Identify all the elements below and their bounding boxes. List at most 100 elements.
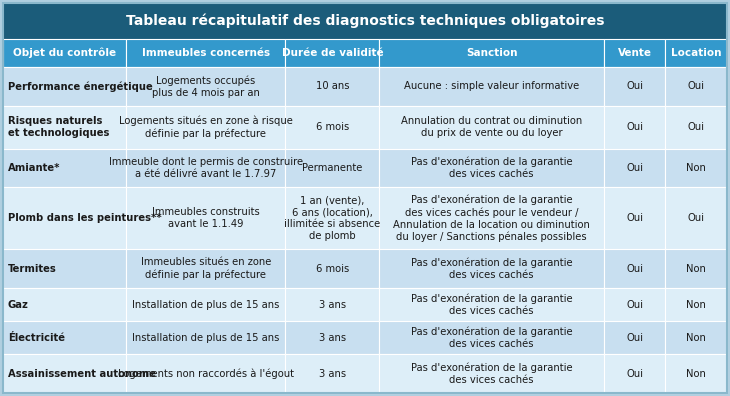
Bar: [3, 3, 727, 39]
Bar: [380, 106, 604, 148]
Text: Électricité: Électricité: [8, 333, 65, 343]
Text: Pas d'exonération de la garantie
des vices cachés: Pas d'exonération de la garantie des vic…: [411, 257, 572, 280]
Text: Performance énergétique: Performance énergétique: [8, 81, 153, 91]
Bar: [126, 321, 285, 354]
Text: Pas d'exonération de la garantie
des vices cachés pour le vendeur /
Annulation d: Pas d'exonération de la garantie des vic…: [393, 194, 590, 242]
Text: Pas d'exonération de la garantie
des vices cachés: Pas d'exonération de la garantie des vic…: [411, 293, 572, 316]
Text: Tableau récapitulatif des diagnostics techniques obligatoires: Tableau récapitulatif des diagnostics te…: [126, 14, 604, 28]
Text: Non: Non: [686, 264, 706, 274]
Text: Oui: Oui: [626, 369, 643, 379]
Bar: [666, 39, 727, 67]
Bar: [604, 67, 666, 106]
Bar: [604, 39, 666, 67]
Bar: [3, 249, 126, 288]
Bar: [380, 354, 604, 393]
Bar: [604, 354, 666, 393]
Bar: [604, 288, 666, 321]
Text: Oui: Oui: [626, 213, 643, 223]
Bar: [3, 67, 126, 106]
Bar: [126, 106, 285, 148]
Text: Sanction: Sanction: [466, 48, 518, 58]
Text: 6 mois: 6 mois: [316, 122, 349, 132]
Bar: [126, 187, 285, 249]
Text: Oui: Oui: [626, 122, 643, 132]
Text: Non: Non: [686, 163, 706, 173]
Text: Location: Location: [671, 48, 721, 58]
Bar: [666, 187, 727, 249]
Text: Oui: Oui: [688, 82, 704, 91]
Text: Annulation du contrat ou diminution
du prix de vente ou du loyer: Annulation du contrat ou diminution du p…: [401, 116, 583, 138]
Bar: [3, 39, 126, 67]
Text: 6 mois: 6 mois: [316, 264, 349, 274]
Bar: [285, 67, 380, 106]
Bar: [604, 187, 666, 249]
Text: Logements situés en zone à risque
définie par la préfecture: Logements situés en zone à risque défini…: [119, 116, 293, 139]
Bar: [604, 106, 666, 148]
Bar: [380, 187, 604, 249]
Bar: [380, 249, 604, 288]
Text: Amiante*: Amiante*: [8, 163, 61, 173]
Text: Pas d'exonération de la garantie
des vices cachés: Pas d'exonération de la garantie des vic…: [411, 326, 572, 349]
Bar: [285, 106, 380, 148]
Bar: [604, 249, 666, 288]
Bar: [666, 106, 727, 148]
Text: Immeubles concernés: Immeubles concernés: [142, 48, 270, 58]
Text: 3 ans: 3 ans: [319, 300, 346, 310]
Text: Gaz: Gaz: [8, 300, 29, 310]
Bar: [666, 67, 727, 106]
Bar: [380, 288, 604, 321]
Bar: [666, 148, 727, 187]
Text: Logements non raccordés à l'égout: Logements non raccordés à l'égout: [118, 368, 293, 379]
Bar: [3, 148, 126, 187]
Text: Oui: Oui: [626, 163, 643, 173]
Bar: [3, 354, 126, 393]
Text: Non: Non: [686, 300, 706, 310]
Bar: [380, 148, 604, 187]
Text: Oui: Oui: [626, 333, 643, 343]
Bar: [3, 288, 126, 321]
Bar: [285, 321, 380, 354]
Bar: [285, 39, 380, 67]
Bar: [126, 288, 285, 321]
Text: Assainissement autonome: Assainissement autonome: [8, 369, 156, 379]
Text: 10 ans: 10 ans: [315, 82, 349, 91]
Text: Oui: Oui: [626, 82, 643, 91]
Bar: [380, 67, 604, 106]
Text: Pas d'exonération de la garantie
des vices cachés: Pas d'exonération de la garantie des vic…: [411, 362, 572, 385]
Text: Oui: Oui: [688, 213, 704, 223]
Bar: [285, 354, 380, 393]
Bar: [3, 106, 126, 148]
Text: 3 ans: 3 ans: [319, 369, 346, 379]
Text: Permanente: Permanente: [302, 163, 363, 173]
Bar: [285, 249, 380, 288]
Text: 3 ans: 3 ans: [319, 333, 346, 343]
Text: Immeuble dont le permis de construire
a été délivré avant le 1.7.97: Immeuble dont le permis de construire a …: [109, 157, 303, 179]
Bar: [666, 354, 727, 393]
Text: Pas d'exonération de la garantie
des vices cachés: Pas d'exonération de la garantie des vic…: [411, 157, 572, 179]
Bar: [126, 67, 285, 106]
Bar: [666, 288, 727, 321]
Text: Non: Non: [686, 369, 706, 379]
Text: Oui: Oui: [688, 122, 704, 132]
Text: Immeubles situés en zone
définie par la préfecture: Immeubles situés en zone définie par la …: [141, 257, 271, 280]
Bar: [3, 321, 126, 354]
Text: Aucune : simple valeur informative: Aucune : simple valeur informative: [404, 82, 580, 91]
Bar: [126, 354, 285, 393]
Text: 1 an (vente),
6 ans (location),
illimitée si absence
de plomb: 1 an (vente), 6 ans (location), illimité…: [284, 195, 380, 241]
Text: Durée de validité: Durée de validité: [282, 48, 383, 58]
Text: Non: Non: [686, 333, 706, 343]
Bar: [126, 249, 285, 288]
Bar: [666, 321, 727, 354]
Bar: [126, 39, 285, 67]
Bar: [285, 288, 380, 321]
Bar: [666, 249, 727, 288]
Bar: [126, 148, 285, 187]
Bar: [380, 321, 604, 354]
Bar: [604, 321, 666, 354]
Text: Oui: Oui: [626, 300, 643, 310]
Text: Immeubles construits
avant le 1.1.49: Immeubles construits avant le 1.1.49: [152, 208, 260, 229]
Text: Logements occupés
plus de 4 mois par an: Logements occupés plus de 4 mois par an: [152, 75, 260, 98]
Text: Installation de plus de 15 ans: Installation de plus de 15 ans: [132, 300, 280, 310]
Text: Installation de plus de 15 ans: Installation de plus de 15 ans: [132, 333, 280, 343]
Text: Risques naturels
et technologiques: Risques naturels et technologiques: [8, 116, 109, 138]
